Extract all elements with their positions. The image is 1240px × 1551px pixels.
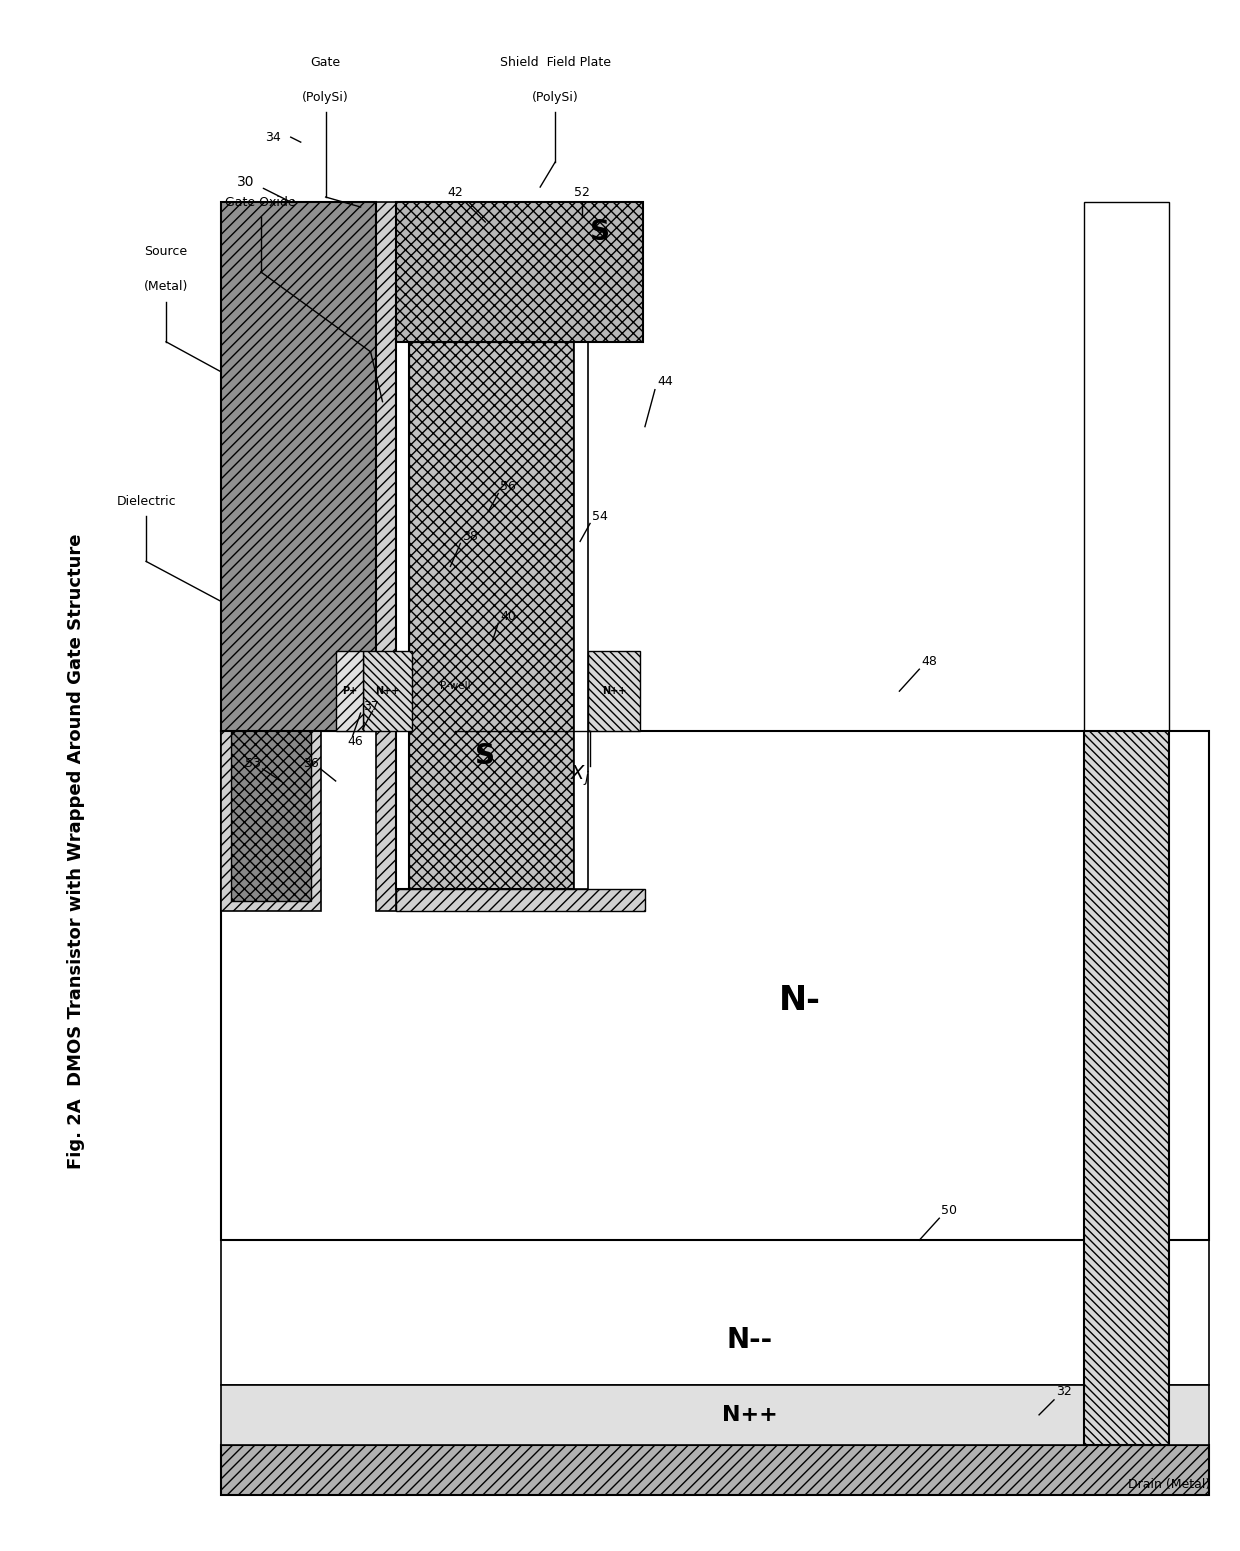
Text: N++: N++ [722,1405,777,1425]
Bar [574,341,588,889]
Bar [1084,202,1169,731]
Text: P-well: P-well [440,681,471,692]
Text: S: S [475,741,495,769]
Bar [336,651,362,731]
Text: 53: 53 [244,757,260,769]
Text: 42: 42 [448,186,464,199]
Text: 52: 52 [574,186,590,199]
Text: N--: N-- [727,1326,773,1354]
Text: 48: 48 [921,655,937,667]
Text: 38: 38 [463,530,479,543]
Text: 32: 32 [1056,1385,1071,1399]
Text: 30: 30 [237,175,254,189]
Bar [221,731,1209,1241]
Bar [221,202,376,731]
Text: P+: P+ [342,686,357,696]
Text: N++: N++ [601,686,626,696]
Text: 36: 36 [303,757,319,769]
Text: Fig. 2A  DMOS Transistor with Wrapped Around Gate Structure: Fig. 2A DMOS Transistor with Wrapped Aro… [67,534,86,1168]
Text: N-: N- [779,983,821,1017]
Text: 34: 34 [265,130,280,144]
Bar [409,341,574,889]
Text: 46: 46 [347,735,363,748]
Bar [396,889,645,910]
Text: Gate: Gate [310,56,341,68]
Text: 40: 40 [500,610,516,624]
Text: (PolySi): (PolySi) [303,90,348,104]
Bar [221,351,321,910]
Text: Source: Source [144,245,187,259]
Bar [376,202,396,910]
Text: 37: 37 [362,700,378,712]
Bar [221,1241,1209,1385]
Text: (PolySi): (PolySi) [532,90,579,104]
Text: Gate Oxide: Gate Oxide [226,195,296,208]
Text: Shield  Field Plate: Shield Field Plate [500,56,610,68]
Bar [362,651,413,731]
Bar [231,610,311,901]
Bar [1084,731,1169,1446]
Bar [221,1446,1209,1495]
Text: 56: 56 [500,479,516,493]
Text: $X_j$: $X_j$ [570,763,590,788]
Bar [396,324,409,889]
Text: Drain (Metal): Drain (Metal) [1127,1478,1210,1491]
Text: 44: 44 [657,375,673,388]
Bar [221,1385,1209,1446]
Text: 54: 54 [593,510,608,523]
Text: (Metal): (Metal) [144,281,188,293]
Bar [396,202,644,341]
Text: N++: N++ [376,686,399,696]
Text: Dielectric: Dielectric [117,495,176,509]
Bar [588,651,640,731]
Text: S: S [590,219,610,247]
Text: 50: 50 [941,1204,957,1216]
